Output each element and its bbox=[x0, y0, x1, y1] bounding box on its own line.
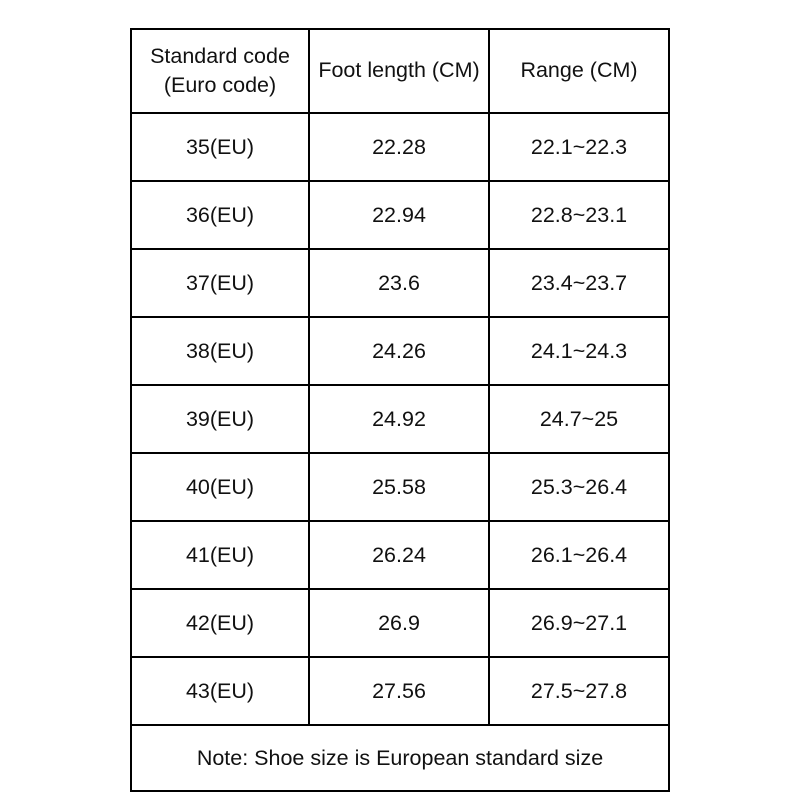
column-header-standard-code-line2: (Euro code) bbox=[163, 73, 277, 97]
table-row: 43(EU) 27.56 27.5~27.8 bbox=[130, 656, 670, 726]
cell-range: 24.7~25 bbox=[488, 384, 670, 454]
cell-foot-length: 25.58 bbox=[308, 452, 490, 522]
cell-range: 26.1~26.4 bbox=[488, 520, 670, 590]
table-row: 39(EU) 24.92 24.7~25 bbox=[130, 384, 670, 454]
column-header-range-line1: Range (CM) bbox=[520, 58, 638, 83]
cell-range: 24.1~24.3 bbox=[488, 316, 670, 386]
cell-standard-code: 43(EU) bbox=[130, 656, 310, 726]
table-row: 36(EU) 22.94 22.8~23.1 bbox=[130, 180, 670, 250]
cell-range: 27.5~27.8 bbox=[488, 656, 670, 726]
table-body: 35(EU) 22.28 22.1~22.3 36(EU) 22.94 22.8… bbox=[130, 112, 670, 726]
cell-foot-length: 22.28 bbox=[308, 112, 490, 182]
cell-standard-code: 41(EU) bbox=[130, 520, 310, 590]
size-chart-note: Note: Shoe size is European standard siz… bbox=[130, 724, 670, 792]
cell-standard-code: 35(EU) bbox=[130, 112, 310, 182]
cell-foot-length: 24.26 bbox=[308, 316, 490, 386]
cell-standard-code: 37(EU) bbox=[130, 248, 310, 318]
table-row: 37(EU) 23.6 23.4~23.7 bbox=[130, 248, 670, 318]
cell-foot-length: 23.6 bbox=[308, 248, 490, 318]
column-header-range: Range (CM) bbox=[488, 28, 670, 114]
cell-range: 26.9~27.1 bbox=[488, 588, 670, 658]
cell-foot-length: 26.9 bbox=[308, 588, 490, 658]
cell-foot-length: 26.24 bbox=[308, 520, 490, 590]
column-header-foot-length-line1: Foot length (CM) bbox=[318, 58, 480, 83]
cell-range: 23.4~23.7 bbox=[488, 248, 670, 318]
table-header: Standard code (Euro code) Foot length (C… bbox=[130, 28, 670, 114]
shoe-size-table: Standard code (Euro code) Foot length (C… bbox=[130, 28, 670, 792]
column-header-standard-code: Standard code (Euro code) bbox=[130, 28, 310, 114]
cell-standard-code: 42(EU) bbox=[130, 588, 310, 658]
cell-standard-code: 38(EU) bbox=[130, 316, 310, 386]
cell-foot-length: 27.56 bbox=[308, 656, 490, 726]
cell-standard-code: 36(EU) bbox=[130, 180, 310, 250]
table-row: 41(EU) 26.24 26.1~26.4 bbox=[130, 520, 670, 590]
table-row: 38(EU) 24.26 24.1~24.3 bbox=[130, 316, 670, 386]
cell-standard-code: 40(EU) bbox=[130, 452, 310, 522]
cell-range: 22.1~22.3 bbox=[488, 112, 670, 182]
cell-foot-length: 24.92 bbox=[308, 384, 490, 454]
table-row: 40(EU) 25.58 25.3~26.4 bbox=[130, 452, 670, 522]
cell-range: 22.8~23.1 bbox=[488, 180, 670, 250]
table-header-row: Standard code (Euro code) Foot length (C… bbox=[130, 28, 670, 114]
column-header-foot-length: Foot length (CM) bbox=[308, 28, 490, 114]
cell-foot-length: 22.94 bbox=[308, 180, 490, 250]
size-chart-container: Standard code (Euro code) Foot length (C… bbox=[130, 28, 670, 792]
table-row: 42(EU) 26.9 26.9~27.1 bbox=[130, 588, 670, 658]
cell-range: 25.3~26.4 bbox=[488, 452, 670, 522]
table-row: 35(EU) 22.28 22.1~22.3 bbox=[130, 112, 670, 182]
table-footer: Note: Shoe size is European standard siz… bbox=[130, 724, 670, 792]
table-note-row: Note: Shoe size is European standard siz… bbox=[130, 724, 670, 792]
column-header-standard-code-line1: Standard code bbox=[150, 43, 290, 68]
cell-standard-code: 39(EU) bbox=[130, 384, 310, 454]
